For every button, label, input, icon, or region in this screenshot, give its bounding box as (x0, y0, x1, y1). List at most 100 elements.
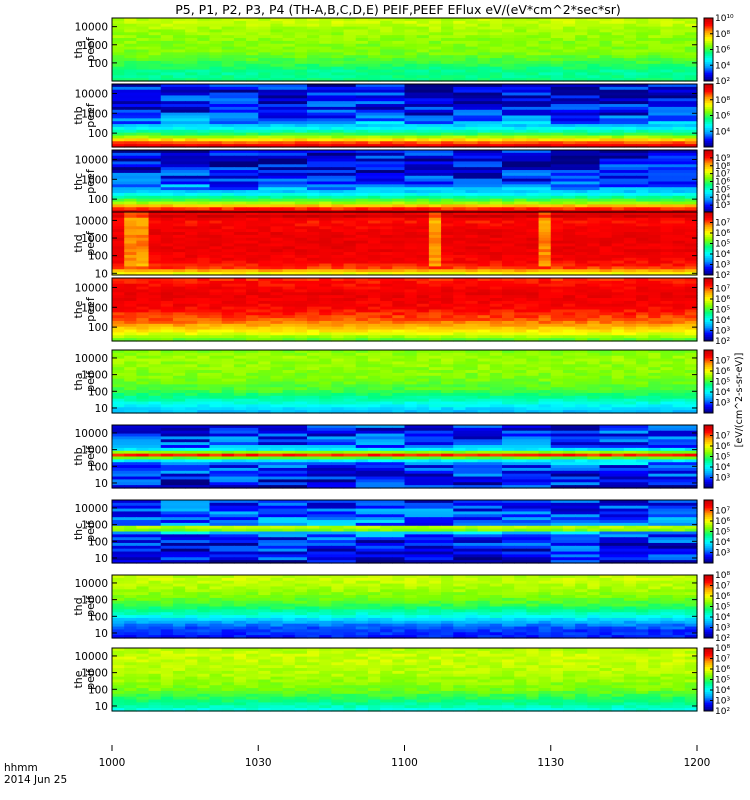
heatmap-cell (172, 223, 186, 227)
heatmap-cell (197, 112, 211, 117)
heatmap-cell (636, 249, 649, 253)
heatmap-cell (550, 98, 564, 102)
heatmap-cell (465, 155, 479, 160)
heatmap-cell (636, 66, 649, 71)
heatmap-cell (416, 129, 430, 134)
heatmap-cell (246, 69, 259, 74)
heatmap-cell (221, 26, 235, 31)
heatmap-cell (343, 46, 357, 51)
heatmap-cell (172, 207, 186, 211)
heatmap-cell (562, 84, 576, 88)
heatmap-cell (404, 106, 418, 111)
heatmap-cell (611, 121, 625, 125)
heatmap-cell (623, 192, 637, 197)
heatmap-cell (124, 26, 137, 31)
heatmap-cell (502, 272, 515, 276)
heatmap-cell (465, 167, 479, 171)
heatmap-cell (502, 49, 515, 53)
heatmap-cell (465, 89, 479, 94)
heatmap-cell (221, 232, 235, 236)
heatmap-cell (502, 75, 515, 79)
heatmap-cell (453, 249, 467, 253)
heatmap-cell (124, 229, 137, 233)
heatmap-cell (343, 204, 357, 208)
heatmap-cell (307, 172, 320, 177)
heatmap-cell (197, 212, 211, 216)
heatmap-cell (575, 207, 588, 211)
heatmap-cell (526, 252, 540, 256)
heatmap-cell (599, 167, 613, 171)
heatmap-cell (441, 158, 454, 163)
heatmap-cell (587, 124, 601, 128)
heatmap-cell (270, 141, 284, 145)
heatmap-cell (416, 226, 430, 230)
heatmap-cell (185, 204, 198, 208)
heatmap-cell (660, 121, 674, 125)
heatmap-cell (136, 220, 150, 225)
heatmap-cell (526, 18, 540, 22)
colorbar-segment (704, 136, 713, 140)
heatmap-cell (660, 184, 674, 188)
heatmap-cell (538, 243, 552, 247)
heatmap-cell (124, 184, 137, 188)
heatmap-cell (160, 266, 174, 270)
heatmap-cell (197, 234, 211, 239)
colorbar-segment (704, 39, 713, 42)
heatmap-cell (343, 58, 357, 62)
heatmap-cell (343, 106, 357, 111)
heatmap-cell (221, 55, 235, 59)
heatmap-cell (136, 109, 150, 114)
heatmap-cell (197, 198, 211, 203)
heatmap-cell (453, 63, 467, 68)
heatmap-cell (294, 89, 308, 94)
heatmap-cell (623, 60, 637, 65)
heatmap-cell (562, 78, 576, 82)
heatmap-cell (562, 49, 576, 53)
heatmap-cell (684, 89, 698, 94)
heatmap-cell (453, 72, 467, 76)
heatmap-cell (209, 52, 223, 56)
heatmap-cell (453, 223, 467, 227)
heatmap-cell (575, 272, 588, 276)
heatmap-cell (453, 86, 467, 91)
heatmap-cell (648, 257, 662, 262)
heatmap-cell (416, 181, 430, 185)
heatmap-cell (270, 92, 284, 97)
heatmap-cell (416, 95, 430, 99)
heatmap-cell (441, 49, 454, 53)
heatmap-cell (636, 89, 649, 94)
heatmap-cell (526, 49, 540, 53)
heatmap-cell (428, 184, 442, 188)
heatmap-cell (343, 263, 357, 268)
colorbar-segment (704, 175, 713, 178)
heatmap-cell (197, 104, 211, 108)
heatmap-cell (355, 223, 369, 227)
heatmap-cell (636, 164, 649, 168)
heatmap-cell (562, 58, 576, 62)
heatmap-cell (209, 43, 223, 48)
heatmap-cell (148, 32, 162, 36)
heatmap-cell (148, 118, 162, 122)
heatmap-cell (343, 129, 357, 134)
heatmap-cell (453, 167, 467, 171)
heatmap-cell (160, 257, 174, 262)
heatmap-cell (185, 260, 198, 265)
heatmap-cell (307, 141, 320, 145)
heatmap-cell (185, 121, 198, 125)
heatmap-cell (112, 161, 125, 165)
heatmap-cell (441, 167, 454, 171)
heatmap-cell (648, 240, 662, 245)
heatmap-cell (331, 118, 345, 122)
heatmap-cell (282, 124, 296, 128)
heatmap-cell (428, 126, 442, 131)
heatmap-cell (672, 164, 686, 168)
heatmap-cell (197, 217, 211, 222)
heatmap-cell (465, 260, 479, 265)
heatmap-cell (562, 237, 576, 242)
heatmap-cell (636, 246, 649, 250)
heatmap-cell (538, 198, 552, 203)
heatmap-cell (221, 75, 235, 79)
heatmap-cell (526, 124, 540, 128)
heatmap-cell (428, 204, 442, 208)
heatmap-cell (575, 84, 588, 88)
